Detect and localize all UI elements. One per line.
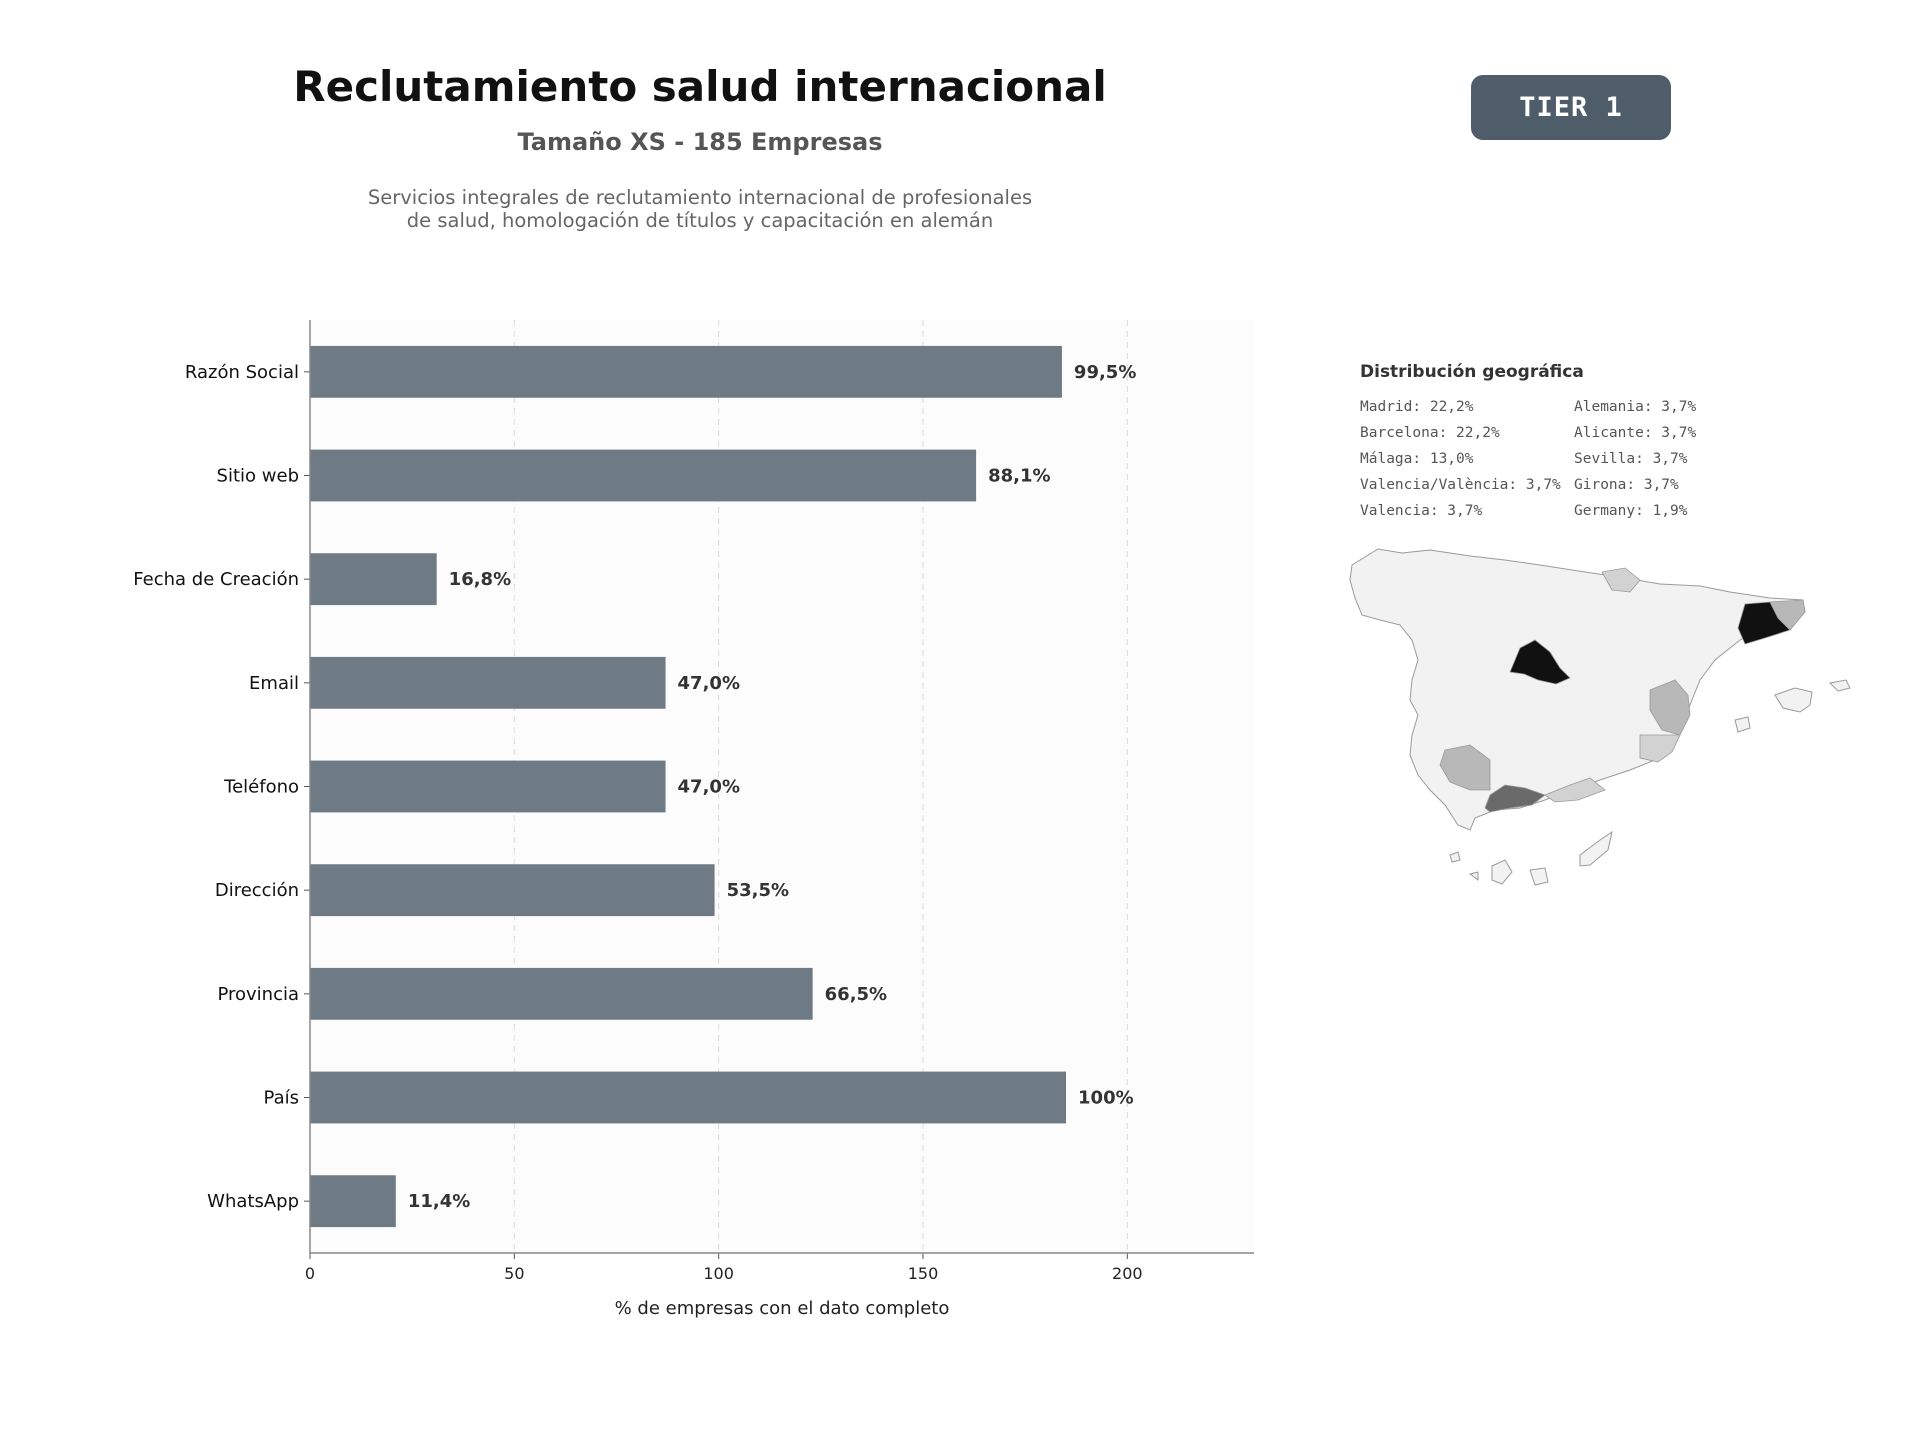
geo-item: Alemania: 3,7% <box>1574 399 1697 415</box>
completeness-bar-chart: 99,5% 88,1% 16,8% 47,0% 47,0% 53,5% 66,5% 100% 1… <box>133 320 1254 1319</box>
description-line-2: de salud, homologación de títulos y capa… <box>406 209 994 232</box>
description: Servicios integrales de reclutamiento in… <box>200 186 1200 232</box>
bar <box>310 864 715 917</box>
map-highlight-regions <box>1439 567 1806 813</box>
map-region-malaga <box>1484 784 1546 813</box>
bar-value-label: 99,5% <box>1074 362 1136 383</box>
bar <box>310 967 813 1020</box>
map-region-madrid <box>1509 639 1571 685</box>
category-label: Razón Social <box>185 362 299 383</box>
geo-item: Alicante: 3,7% <box>1574 425 1697 441</box>
category-labels: Razón Social Sitio web Fecha de Creación Em… <box>133 362 310 1212</box>
bars: 99,5% 88,1% 16,8% 47,0% 47,0% 53,5% 66,5% 100% 1… <box>310 345 1136 1228</box>
bar-value-label: 47,0% <box>678 777 740 798</box>
geo-item: Valencia/València: 3,7% <box>1360 477 1561 493</box>
bar-value-label: 11,4% <box>408 1191 470 1212</box>
x-axis-label: % de empresas con el dato completo <box>615 1298 950 1319</box>
category-label: Fecha de Creación <box>133 569 299 590</box>
map-region-ibiza <box>1734 716 1751 733</box>
page-title: Reclutamiento salud internacional <box>293 62 1107 111</box>
bar-value-label: 100% <box>1078 1088 1134 1109</box>
category-label: País <box>264 1088 299 1109</box>
map-region-basque <box>1601 567 1641 593</box>
bar-value-label: 66,5% <box>825 984 887 1005</box>
map-region-alicante <box>1639 734 1681 763</box>
map-region-mallorca <box>1774 687 1813 713</box>
x-tick-label: 0 <box>305 1264 315 1283</box>
map-base-regions <box>1349 548 1851 886</box>
map-region-girona <box>1769 599 1806 631</box>
bar-value-label: 16,8% <box>449 569 511 590</box>
map-region-granada <box>1544 777 1606 803</box>
geo-item: Barcelona: 22,2% <box>1360 425 1500 441</box>
x-tick-label: 100 <box>703 1264 734 1283</box>
bar-value-label: 53,5% <box>727 880 789 901</box>
map-region-canary-3 <box>1579 830 1613 867</box>
geo-item: Girona: 3,7% <box>1574 477 1679 493</box>
map-region-menorca <box>1828 679 1851 692</box>
bar <box>310 449 977 502</box>
spain-choropleth-map <box>1349 548 1851 886</box>
geo-item: Valencia: 3,7% <box>1360 503 1483 519</box>
map-region-canary-5 <box>1468 871 1479 881</box>
bar <box>310 656 666 709</box>
category-label: Teléfono <box>223 777 299 798</box>
bar <box>310 760 666 813</box>
geo-item: Málaga: 13,0% <box>1360 451 1474 467</box>
category-label: WhatsApp <box>207 1191 299 1212</box>
category-label: Email <box>249 673 299 694</box>
bar <box>310 1175 396 1228</box>
map-region-canary-4 <box>1449 851 1461 863</box>
map-region-sevilla <box>1439 744 1491 791</box>
geo-item: Madrid: 22,2% <box>1360 399 1474 415</box>
category-label: Provincia <box>217 984 299 1005</box>
category-label: Sitio web <box>217 466 299 487</box>
geo-item: Germany: 1,9% <box>1574 503 1688 519</box>
x-tick-label: 50 <box>504 1264 524 1283</box>
map-region-valencia <box>1649 679 1691 736</box>
map-region-canary-1 <box>1491 859 1513 885</box>
geo-title: Distribución geográfica <box>1360 362 1584 382</box>
bar-value-label: 47,0% <box>678 673 740 694</box>
bar <box>310 345 1062 398</box>
x-axis-ticks: 0 50 100 150 200 <box>305 1253 1143 1283</box>
map-region-canary-2 <box>1529 867 1549 886</box>
x-tick-label: 150 <box>908 1264 939 1283</box>
geo-item: Sevilla: 3,7% <box>1574 451 1688 467</box>
bar <box>310 1071 1067 1124</box>
description-line-1: Servicios integrales de reclutamiento in… <box>367 186 1033 209</box>
bar <box>310 553 437 606</box>
geo-distribution-list: Madrid: 22,2% Alemania: 3,7% Barcelona: … <box>1360 398 1800 520</box>
category-label: Dirección <box>215 880 299 901</box>
bar-value-label: 88,1% <box>988 466 1050 487</box>
x-tick-label: 200 <box>1112 1264 1143 1283</box>
page-subtitle: Tamaño XS - 185 Empresas <box>517 128 883 156</box>
tier-badge: TIER 1 <box>1471 75 1671 140</box>
